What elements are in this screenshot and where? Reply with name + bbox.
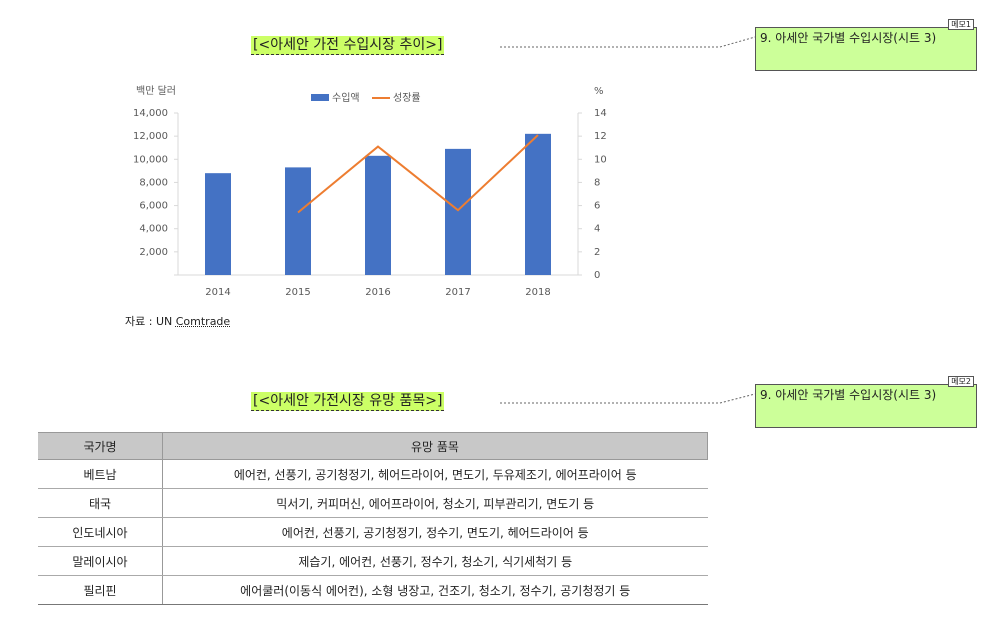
left-tick-label: 4,000: [139, 224, 168, 235]
memo-tag: 메모2: [948, 376, 974, 387]
source-label: 자료 : UN: [125, 315, 173, 328]
left-tick-label: 8,000: [139, 177, 168, 188]
line-growth-rate: [297, 134, 539, 214]
cell-country: 인도네시아: [38, 517, 163, 547]
cell-country: 베트남: [38, 459, 163, 489]
legend-label-bar: 수입액: [332, 91, 360, 104]
table-row: 말레이시아 제습기, 에어컨, 선풍기, 정수기, 청소기, 식기세척기 등: [38, 546, 708, 576]
chart-title-text: [<아세안 가전 수입시장 추이>]: [251, 36, 445, 55]
memo-comment-2[interactable]: 메모2 9. 아세안 국가별 수입시장(시트 3): [755, 376, 977, 428]
right-tick-label: 12: [594, 131, 607, 142]
chart-title: [<아세안 가전 수입시장 추이>]: [251, 34, 445, 55]
promising-items-table: 국가명 유망 품목 베트남 에어컨, 선풍기, 공기청정기, 헤어드라이어, 면…: [38, 432, 708, 605]
memo-comment-1[interactable]: 메모1 9. 아세안 국가별 수입시장(시트 3): [755, 19, 977, 71]
right-tick-label: 0: [594, 270, 600, 281]
bar-import-value: [365, 155, 391, 275]
header-country: 국가명: [38, 432, 163, 460]
cell-items: 제습기, 에어컨, 선풍기, 정수기, 청소기, 식기세척기 등: [162, 546, 708, 576]
table-row: 베트남 에어컨, 선풍기, 공기청정기, 헤어드라이어, 면도기, 두유제조기,…: [38, 459, 708, 489]
bar-import-value: [445, 148, 471, 275]
table-row: 인도네시아 에어컨, 선풍기, 공기청정기, 정수기, 면도기, 헤어드라이어 …: [38, 517, 708, 547]
legend-swatch-bar: [311, 94, 329, 101]
right-axis-unit: %: [594, 86, 604, 97]
cell-country: 태국: [38, 488, 163, 518]
table-row: 태국 믹서기, 커피머신, 에어프라이어, 청소기, 피부관리기, 면도기 등: [38, 488, 708, 518]
table-title-text: [<아세안 가전시장 유망 품목>]: [251, 392, 445, 411]
x-tick-label: 2015: [285, 287, 310, 298]
right-tick-label: 6: [594, 201, 600, 212]
memo-connector-1: [500, 36, 756, 48]
cell-items: 믹서기, 커피머신, 에어프라이어, 청소기, 피부관리기, 면도기 등: [162, 488, 708, 518]
legend-label-line: 성장률: [393, 92, 421, 104]
left-tick-label: 6,000: [139, 201, 168, 212]
x-tick-label: 2018: [525, 287, 550, 298]
table-header-row: 국가명 유망 품목: [38, 432, 708, 460]
cell-items: 에어컨, 선풍기, 공기청정기, 정수기, 면도기, 헤어드라이어 등: [162, 517, 708, 547]
cell-country: 말레이시아: [38, 546, 163, 576]
left-tick-label: 12,000: [133, 131, 168, 142]
x-tick-label: 2017: [445, 287, 470, 298]
right-tick-label: 10: [594, 154, 607, 165]
source-name: Comtrade: [175, 315, 231, 328]
x-tick-label: 2014: [205, 287, 230, 298]
table-title: [<아세안 가전시장 유망 품목>]: [251, 390, 445, 411]
bar-import-value: [285, 167, 311, 275]
chart-source: 자료 : UN Comtrade: [125, 313, 230, 329]
right-tick-label: 14: [594, 108, 607, 119]
x-tick-label: 2016: [365, 287, 390, 298]
right-tick-label: 2: [594, 247, 600, 258]
cell-country: 필리핀: [38, 575, 163, 605]
table-row: 필리핀 에어쿨러(이동식 에어컨), 소형 냉장고, 건조기, 청소기, 정수기…: [38, 575, 708, 605]
bar-import-value: [525, 133, 551, 275]
memo-text: 9. 아세안 국가별 수입시장(시트 3): [760, 388, 937, 402]
left-tick-label: 2,000: [139, 247, 168, 258]
left-axis-unit: 백만 달러: [136, 85, 176, 97]
left-tick-label: 14,000: [133, 108, 168, 119]
left-tick-label: 10,000: [133, 154, 168, 165]
memo-connector-2: [500, 393, 756, 404]
cell-items: 에어쿨러(이동식 에어컨), 소형 냉장고, 건조기, 청소기, 정수기, 공기…: [162, 575, 708, 605]
memo-tag: 메모1: [948, 19, 974, 30]
cell-items: 에어컨, 선풍기, 공기청정기, 헤어드라이어, 면도기, 두유제조기, 에어프…: [162, 459, 708, 489]
bar-import-value: [205, 173, 231, 275]
right-tick-label: 4: [594, 224, 600, 235]
header-items: 유망 품목: [162, 432, 708, 460]
right-tick-label: 8: [594, 177, 600, 188]
memo-text: 9. 아세안 국가별 수입시장(시트 3): [760, 31, 937, 45]
